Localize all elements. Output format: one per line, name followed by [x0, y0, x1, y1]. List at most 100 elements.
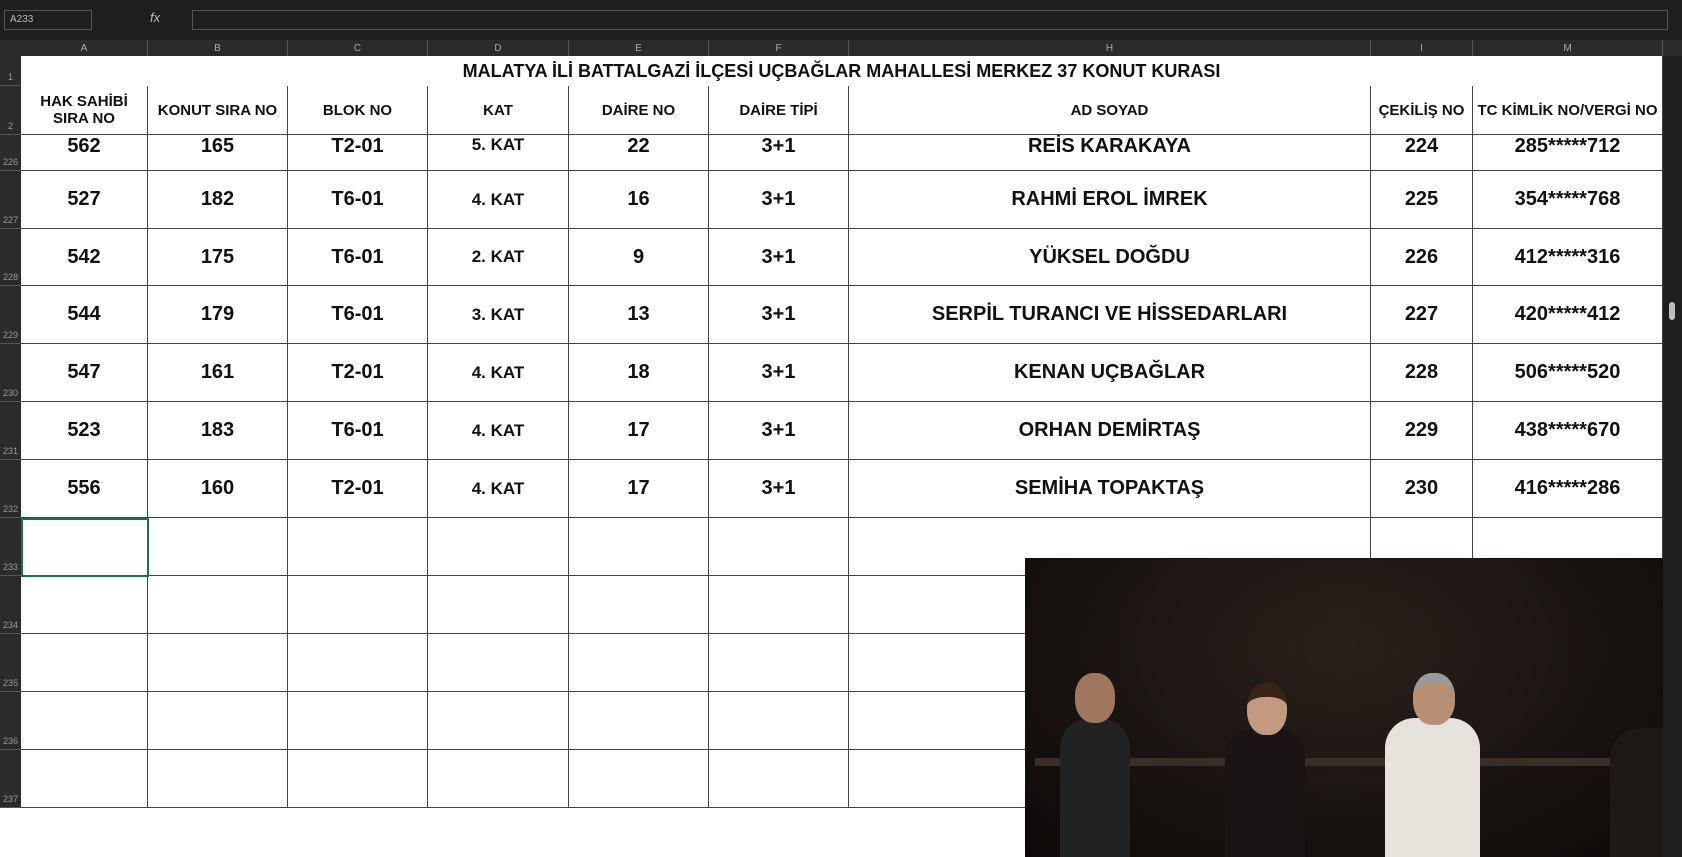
table-cell[interactable]: 165 [148, 135, 288, 171]
empty-cell[interactable] [288, 518, 428, 576]
empty-cell[interactable] [288, 692, 428, 750]
table-cell[interactable]: REİS KARAKAYA [849, 135, 1371, 171]
row-number[interactable]: 233 [0, 518, 21, 576]
column-letter[interactable]: B [148, 40, 288, 56]
empty-cell[interactable] [21, 692, 148, 750]
table-cell[interactable]: SEMİHA TOPAKTAŞ [849, 460, 1371, 518]
table-cell[interactable]: SERPİL TURANCI VE HİSSEDARLARI [849, 286, 1371, 344]
table-cell[interactable]: T6-01 [288, 286, 428, 344]
table-cell[interactable]: 225 [1371, 171, 1473, 229]
empty-cell[interactable] [569, 576, 709, 634]
row-number[interactable]: 229 [0, 286, 21, 344]
table-cell[interactable]: 506*****520 [1473, 344, 1663, 402]
table-cell[interactable]: 556 [21, 460, 148, 518]
table-cell[interactable]: 544 [21, 286, 148, 344]
column-letter[interactable]: M [1473, 40, 1663, 56]
scroll-thumb[interactable] [1669, 302, 1675, 320]
table-cell[interactable]: 227 [1371, 286, 1473, 344]
empty-cell[interactable] [428, 750, 569, 808]
empty-cell[interactable] [569, 518, 709, 576]
empty-cell[interactable] [148, 518, 288, 576]
table-cell[interactable]: ORHAN DEMİRTAŞ [849, 402, 1371, 460]
empty-cell[interactable] [569, 692, 709, 750]
empty-cell[interactable] [148, 576, 288, 634]
table-cell[interactable]: 175 [148, 229, 288, 286]
table-cell[interactable]: 183 [148, 402, 288, 460]
empty-cell[interactable] [709, 518, 849, 576]
empty-cell[interactable] [288, 750, 428, 808]
column-letter[interactable]: D [428, 40, 569, 56]
table-cell[interactable]: T6-01 [288, 171, 428, 229]
empty-cell[interactable] [148, 634, 288, 692]
table-cell[interactable]: 4. KAT [428, 171, 569, 229]
column-letter[interactable]: F [709, 40, 849, 56]
table-cell[interactable]: 3+1 [709, 402, 849, 460]
empty-cell[interactable] [428, 518, 569, 576]
table-cell[interactable]: 420*****412 [1473, 286, 1663, 344]
column-letter[interactable]: E [569, 40, 709, 56]
table-cell[interactable]: 4. KAT [428, 344, 569, 402]
table-cell[interactable]: 3+1 [709, 171, 849, 229]
empty-cell[interactable] [569, 750, 709, 808]
scrollbar[interactable] [1663, 56, 1682, 857]
table-cell[interactable]: 3. KAT [428, 286, 569, 344]
table-cell[interactable]: 3+1 [709, 344, 849, 402]
table-cell[interactable]: 22 [569, 135, 709, 171]
table-cell[interactable]: 3+1 [709, 460, 849, 518]
table-cell[interactable]: T6-01 [288, 402, 428, 460]
table-cell[interactable]: T2-01 [288, 344, 428, 402]
column-letter[interactable]: A [21, 40, 148, 56]
empty-cell[interactable] [21, 576, 148, 634]
row-number[interactable]: 230 [0, 344, 21, 402]
table-cell[interactable]: 9 [569, 229, 709, 286]
table-cell[interactable]: T6-01 [288, 229, 428, 286]
column-letter[interactable]: I [1371, 40, 1473, 56]
empty-cell[interactable] [428, 576, 569, 634]
table-cell[interactable]: 230 [1371, 460, 1473, 518]
table-cell[interactable]: 547 [21, 344, 148, 402]
empty-cell[interactable] [21, 634, 148, 692]
table-cell[interactable]: 13 [569, 286, 709, 344]
table-cell[interactable]: 17 [569, 402, 709, 460]
table-cell[interactable]: YÜKSEL DOĞDU [849, 229, 1371, 286]
row-number[interactable]: 234 [0, 576, 21, 634]
table-cell[interactable]: 161 [148, 344, 288, 402]
table-cell[interactable]: 3+1 [709, 229, 849, 286]
table-cell[interactable]: 229 [1371, 402, 1473, 460]
empty-cell[interactable] [148, 750, 288, 808]
table-cell[interactable]: RAHMİ EROL İMREK [849, 171, 1371, 229]
column-letter[interactable]: C [288, 40, 428, 56]
table-cell[interactable]: 562 [21, 135, 148, 171]
table-cell[interactable]: T2-01 [288, 460, 428, 518]
table-cell[interactable]: 4. KAT [428, 402, 569, 460]
empty-cell[interactable] [569, 634, 709, 692]
empty-cell[interactable] [709, 692, 849, 750]
table-cell[interactable]: 412*****316 [1473, 229, 1663, 286]
empty-cell[interactable] [428, 634, 569, 692]
row-number[interactable]: 1 [0, 56, 21, 86]
table-cell[interactable]: 542 [21, 229, 148, 286]
table-cell[interactable]: 3+1 [709, 135, 849, 171]
table-cell[interactable]: 160 [148, 460, 288, 518]
table-cell[interactable]: 416*****286 [1473, 460, 1663, 518]
column-letter[interactable]: H [849, 40, 1371, 56]
row-number[interactable]: 227 [0, 171, 21, 229]
table-cell[interactable]: 17 [569, 460, 709, 518]
formula-input[interactable] [192, 10, 1668, 30]
table-cell[interactable]: 228 [1371, 344, 1473, 402]
table-cell[interactable]: 179 [148, 286, 288, 344]
table-cell[interactable]: 438*****670 [1473, 402, 1663, 460]
row-number[interactable]: 231 [0, 402, 21, 460]
function-button[interactable]: fx [150, 10, 161, 25]
empty-cell[interactable] [428, 692, 569, 750]
empty-cell[interactable] [709, 576, 849, 634]
table-cell[interactable]: 226 [1371, 229, 1473, 286]
row-number[interactable]: 232 [0, 460, 21, 518]
table-cell[interactable]: 3+1 [709, 286, 849, 344]
table-cell[interactable]: T2-01 [288, 135, 428, 171]
empty-cell[interactable] [709, 750, 849, 808]
table-cell[interactable]: 523 [21, 402, 148, 460]
empty-cell[interactable] [148, 692, 288, 750]
name-box[interactable]: A233 [4, 10, 92, 30]
table-cell[interactable]: 527 [21, 171, 148, 229]
